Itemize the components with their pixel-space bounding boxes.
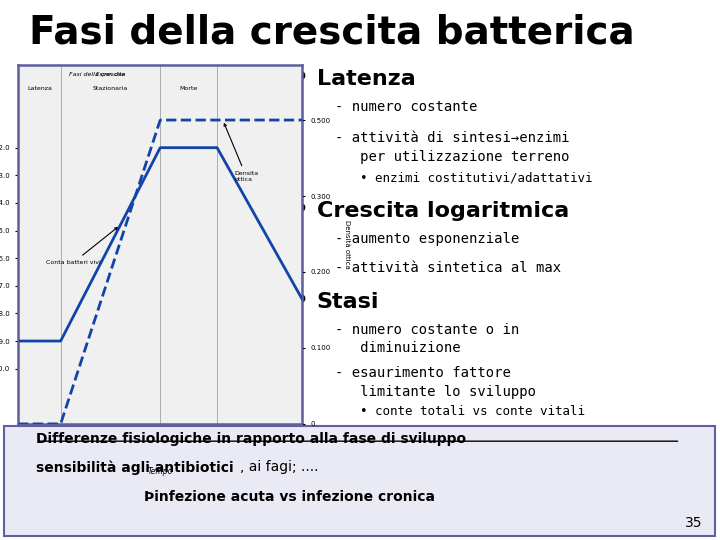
Y-axis label: Densità ottica: Densità ottica xyxy=(344,220,350,269)
Text: Stazionaria: Stazionaria xyxy=(93,86,128,91)
Text: •: • xyxy=(292,198,308,222)
Text: Latenza: Latenza xyxy=(27,86,52,91)
Text: sensibilità agli antibiotici: sensibilità agli antibiotici xyxy=(36,460,233,475)
FancyBboxPatch shape xyxy=(4,426,715,536)
Text: • enzimi costitutivi/adattativi: • enzimi costitutivi/adattativi xyxy=(360,172,593,185)
Text: •: • xyxy=(292,289,308,313)
Text: Densita
ottica: Densita ottica xyxy=(224,124,258,182)
Text: Þinfezione acuta vs infezione cronica: Þinfezione acuta vs infezione cronica xyxy=(144,490,435,504)
Text: Fasi della crescita: Fasi della crescita xyxy=(69,72,126,77)
Text: - esaurimento fattore
   limitante lo sviluppo: - esaurimento fattore limitante lo svilu… xyxy=(335,366,536,399)
Text: Latenza: Latenza xyxy=(317,69,415,89)
Text: Espor. dae: Espor. dae xyxy=(96,72,125,77)
Text: Stasi: Stasi xyxy=(317,292,379,312)
Text: Conta batteri vivi: Conta batteri vivi xyxy=(47,227,117,265)
Text: - attività di sintesi→enzimi
   per utilizzazione terreno: - attività di sintesi→enzimi per utilizz… xyxy=(335,131,570,164)
Text: - numero costante: - numero costante xyxy=(335,100,477,114)
Text: Fasi della crescita batterica: Fasi della crescita batterica xyxy=(29,14,634,51)
Text: - aumento esponenziale: - aumento esponenziale xyxy=(335,232,519,246)
Text: Differenze fisiologiche in rapporto alla fase di sviluppo: Differenze fisiologiche in rapporto alla… xyxy=(36,432,466,446)
Text: •: • xyxy=(292,66,308,90)
Text: Crescita logaritmica: Crescita logaritmica xyxy=(317,201,569,221)
Text: 35: 35 xyxy=(685,516,702,530)
Text: , ai fagi; ....: , ai fagi; .... xyxy=(240,460,318,474)
Text: Morte: Morte xyxy=(179,86,198,91)
Text: - numero costante o in
   diminuizione: - numero costante o in diminuizione xyxy=(335,323,519,355)
Text: • conte totali vs conte vitali: • conte totali vs conte vitali xyxy=(360,405,585,418)
Text: - attività sintetica al max: - attività sintetica al max xyxy=(335,261,561,275)
Text: Tempo: Tempo xyxy=(148,467,173,476)
